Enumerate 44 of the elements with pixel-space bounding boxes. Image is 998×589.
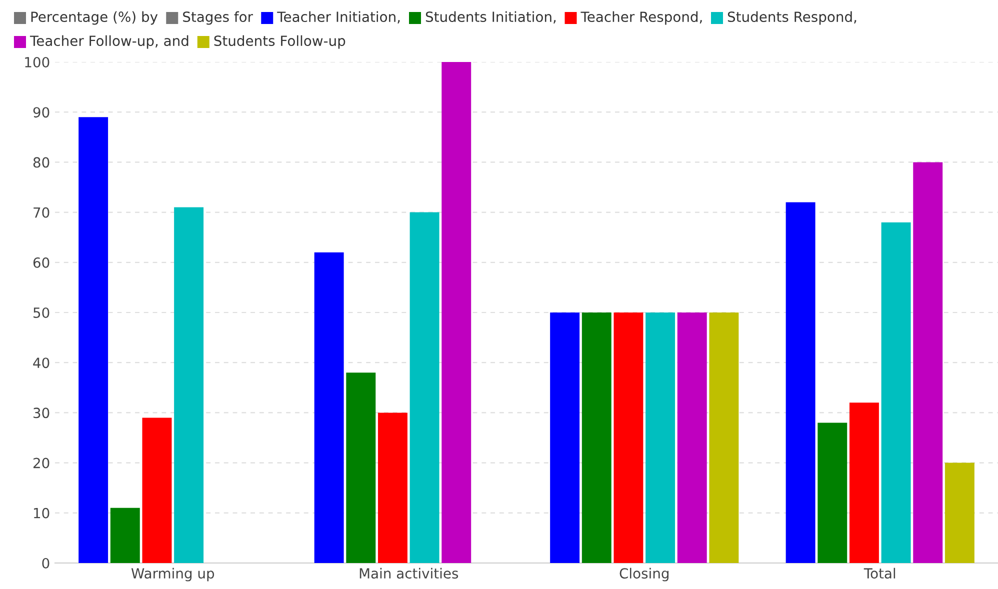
y-tick-label: 90 xyxy=(33,107,50,118)
y-tick-label: 60 xyxy=(33,257,50,268)
legend-label: Teacher Respond, xyxy=(580,11,702,25)
x-tick-label: Closing xyxy=(620,568,668,582)
y-tick-label: 40 xyxy=(33,358,50,368)
x-tick-label: Warming up xyxy=(131,568,214,582)
x-axis-title: Stages for xyxy=(183,11,254,25)
x-tick-label: Main activities xyxy=(360,568,458,579)
bar xyxy=(646,312,676,563)
bar xyxy=(378,412,408,563)
bar xyxy=(786,202,816,563)
bar xyxy=(582,312,612,563)
bar xyxy=(913,162,943,563)
y-tick-label: 100 xyxy=(25,56,50,68)
bar xyxy=(78,117,108,563)
bar xyxy=(677,312,707,563)
bar xyxy=(142,418,172,563)
bar xyxy=(881,222,911,563)
legend-label: Students Initiation, xyxy=(426,11,556,24)
x-tick-label: Total xyxy=(864,568,896,579)
bar xyxy=(709,312,739,563)
y-tick-label: 0 xyxy=(42,558,50,568)
legend-label: Students Follow-up xyxy=(214,35,346,49)
bar xyxy=(442,62,472,563)
y-tick-label: 80 xyxy=(33,157,50,168)
bar xyxy=(849,402,879,563)
y-axis-title: Percentage (%) by xyxy=(31,11,158,25)
y-tick-label: 30 xyxy=(34,408,50,418)
bar xyxy=(346,372,376,563)
bar xyxy=(174,207,204,563)
bar xyxy=(944,462,974,563)
legend-label: Teacher Initiation, xyxy=(277,11,400,24)
bar xyxy=(614,312,644,563)
bar xyxy=(410,212,440,563)
bar xyxy=(818,422,848,563)
y-tick-label: 20 xyxy=(33,458,50,468)
y-tick-label: 70 xyxy=(34,207,50,218)
y-tick-label: 50 xyxy=(34,307,50,318)
y-tick-label: 10 xyxy=(34,508,50,518)
legend-label: Students Respond, xyxy=(728,11,856,25)
bar xyxy=(550,312,580,563)
legend-label: Teacher Follow-up, and xyxy=(30,35,188,49)
bar xyxy=(314,252,344,563)
bar xyxy=(110,508,140,563)
